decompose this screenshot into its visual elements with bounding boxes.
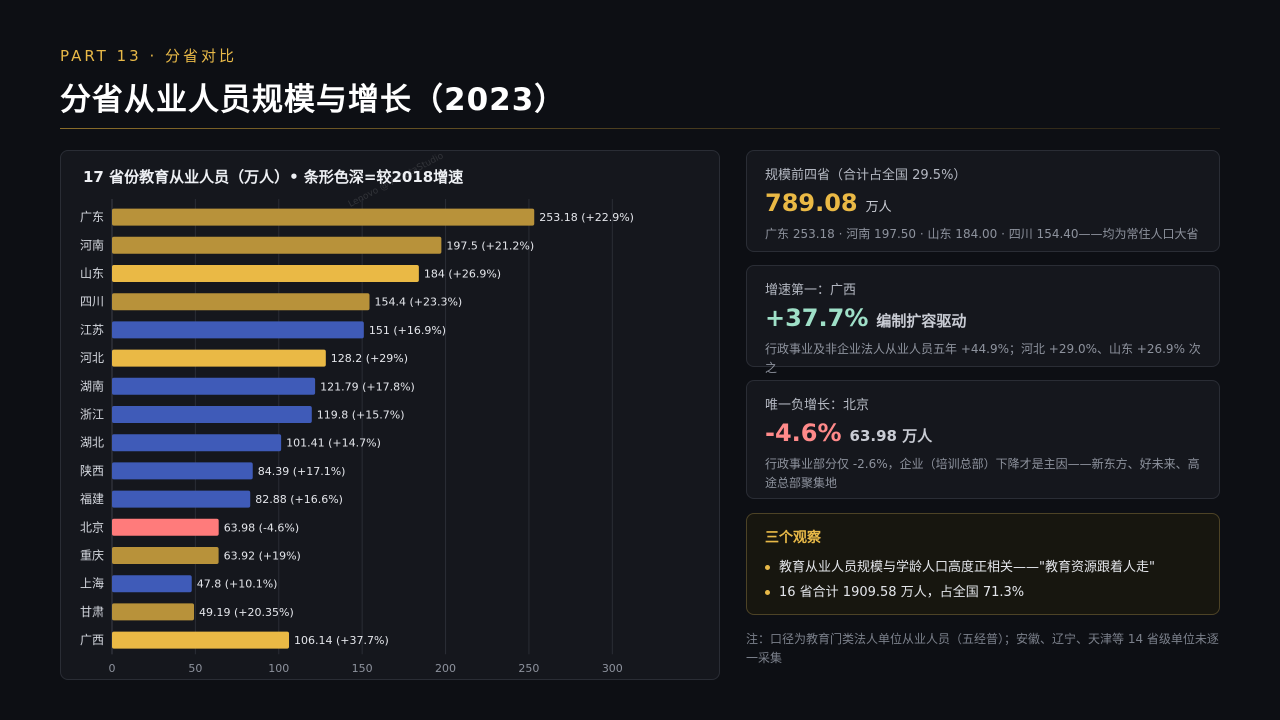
bar (112, 462, 253, 480)
x-tick-label: 250 (518, 662, 539, 675)
data-label: 84.39 (+17.1%) (258, 465, 346, 478)
data-label: 121.79 (+17.8%) (320, 380, 415, 393)
y-tick-label: 重庆 (80, 549, 104, 563)
x-tick-label: 0 (109, 662, 116, 675)
card-label: 增速第一：广西 (765, 283, 857, 298)
bar (112, 265, 419, 282)
card-unit: 63.98 万人 (849, 427, 933, 445)
bar-chart: 0 50 100 150 200 250 300 广东 253.18 (+22.9%) 河南 197… (80, 199, 634, 675)
observations-list: 教育从业人员规模与学龄人口高度正相关——"教育资源跟着人走" 16 省合计 19… (765, 555, 1201, 605)
y-tick-label: 湖北 (80, 435, 104, 450)
bar (112, 575, 192, 593)
card-fastest-growth: 增速第一：广西 +37.7% 编制扩容驱动 行政事业及非企业法人从业人员五年 +… (746, 265, 1220, 375)
bar (112, 293, 370, 311)
chart-panel: 0 50 100 150 200 250 300 广东 253.18 (+22.9%) 河南 197… (60, 150, 720, 680)
bar (112, 547, 219, 564)
y-tick-label: 广西 (80, 633, 104, 647)
data-label: 184 (+26.9%) (424, 268, 501, 281)
card-label: 规模前四省（合计占全国 29.5%） (765, 168, 967, 183)
x-tick-label: 50 (188, 662, 202, 675)
card-big-value: -4.6% (765, 419, 842, 447)
data-label: 101.41 (+14.7%) (286, 437, 381, 450)
bar (112, 603, 195, 621)
data-label: 63.92 (+19%) (224, 550, 301, 563)
card-big-value: +37.7% (765, 304, 869, 332)
card-big-value: 789.08 (765, 189, 858, 217)
x-tick-label: 300 (602, 662, 623, 675)
data-label: 197.5 (+21.2%) (446, 239, 534, 252)
data-label: 128.2 (+29%) (331, 352, 408, 365)
y-tick-label: 江苏 (80, 323, 104, 337)
bar (112, 236, 442, 254)
data-label: 119.8 (+15.7%) (317, 409, 405, 422)
data-label: 82.88 (+16.6%) (255, 493, 343, 506)
data-label: 154.4 (+23.3%) (374, 296, 462, 309)
y-tick-label: 山东 (80, 267, 104, 281)
card-note: 行政事业部分仅 -2.6%，企业（培训总部）下降才是主因——新东方、好未来、高途… (765, 457, 1200, 490)
card-label: 唯一负增长：北京 (765, 398, 870, 413)
list-item: 教育从业人员规模与学龄人口高度正相关——"教育资源跟着人走" (765, 555, 1201, 580)
y-tick-label: 甘肃 (80, 605, 104, 619)
x-tick-label: 200 (435, 662, 456, 675)
title-divider (60, 128, 1220, 129)
y-tick-label: 河北 (80, 351, 104, 365)
data-label: 106.14 (+37.7%) (294, 634, 389, 647)
y-tick-label: 陕西 (80, 463, 104, 478)
card-negative-growth: 唯一负增长：北京 -4.6% 63.98 万人 行政事业部分仅 -2.6%，企业… (746, 380, 1220, 499)
data-label: 63.98 (-4.6%) (224, 521, 300, 534)
data-label: 47.8 (+10.1%) (197, 578, 278, 591)
card-unit: 编制扩容驱动 (876, 312, 967, 330)
y-tick-label: 浙江 (80, 408, 104, 422)
y-tick-label: 福建 (80, 491, 104, 506)
observation-text: 16 省合计 1909.58 万人，占全国 71.3% (779, 585, 1025, 600)
y-tick-label: 河南 (80, 237, 104, 252)
x-tick-label: 150 (352, 662, 373, 675)
card-value-row: +37.7% 编制扩容驱动 (765, 304, 1201, 332)
bar (112, 377, 316, 395)
observations-box: 三个观察 教育从业人员规模与学龄人口高度正相关——"教育资源跟着人走" 16 省… (746, 513, 1220, 615)
chart-title: 17 省份教育从业人员（万人）• 条形色深=较2018增速 (83, 168, 464, 186)
observations-title: 三个观察 (765, 530, 821, 546)
list-item: 16 省合计 1909.58 万人，占全国 71.3% (765, 580, 1201, 605)
x-tick-label: 100 (268, 662, 289, 675)
card-note: 行政事业及非企业法人从业人员五年 +44.9%；河北 +29.0%、山东 +26… (765, 342, 1201, 375)
footnote: 注：口径为教育门类法人单位从业人员（五经普）；安徽、辽宁、天津等 14 省级单位… (746, 632, 1219, 666)
card-top-four: 规模前四省（合计占全国 29.5%） 789.08 万人 广东 253.18 ·… (746, 150, 1220, 252)
card-note: 广东 253.18 · 河南 197.50 · 山东 184.00 · 四川 1… (765, 227, 1199, 241)
y-tick-label: 四川 (80, 295, 104, 309)
card-unit: 万人 (865, 200, 892, 215)
observation-text: 教育从业人员规模与学龄人口高度正相关——"教育资源跟着人走" (779, 560, 1155, 575)
bar (112, 406, 312, 423)
bar (112, 208, 535, 226)
bar (112, 631, 290, 649)
data-label: 253.18 (+22.9%) (539, 211, 634, 224)
card-value-row: -4.6% 63.98 万人 (765, 419, 1201, 447)
bullet-icon (765, 590, 770, 595)
y-tick-label: 湖南 (80, 378, 104, 393)
bar (112, 321, 364, 339)
bar (112, 434, 282, 452)
card-value-row: 789.08 万人 (765, 189, 1201, 217)
bullet-icon (765, 565, 770, 570)
data-label: 151 (+16.9%) (369, 324, 446, 337)
bar (112, 518, 219, 536)
y-tick-label: 广东 (80, 210, 104, 224)
bar (112, 490, 251, 508)
y-tick-label: 北京 (80, 520, 104, 534)
bar (112, 349, 326, 367)
data-label: 49.19 (+20.35%) (199, 606, 294, 619)
section-kicker: PART 13 · 分省对比 (60, 47, 238, 65)
y-tick-label: 上海 (80, 576, 104, 591)
page-title: 分省从业人员规模与增长（2023） (60, 82, 567, 118)
